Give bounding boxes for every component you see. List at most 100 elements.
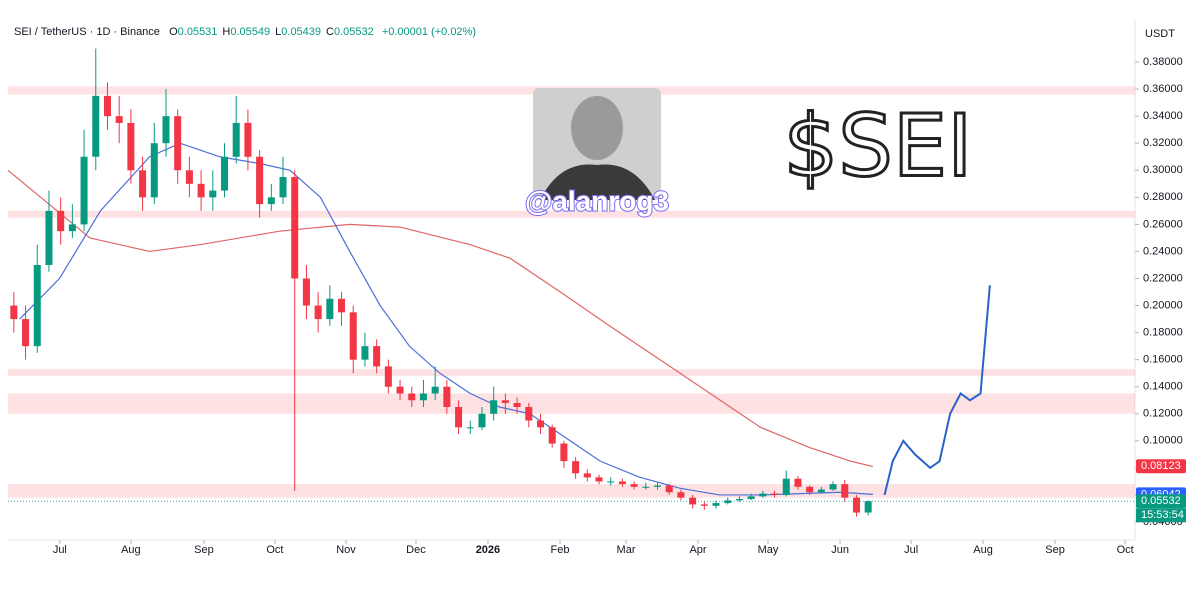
ohlc-value: 0.05532 [333,26,374,38]
ohlc-key: O [169,26,178,38]
candle-body [57,210,65,232]
ohlc-key: L [275,26,282,38]
candle-body [279,177,287,198]
x-tick-label: Sep [194,544,214,556]
candle-body [712,503,720,506]
candle-body [314,305,322,320]
candle-body [455,407,463,428]
candle-body [677,492,685,498]
candle-body [326,298,334,320]
candle-body [408,393,416,401]
candle-body [68,224,76,232]
ohlc-value: 0.05549 [230,26,271,38]
candle-body [759,493,767,497]
x-tick-label: Aug [121,544,141,556]
y-tick-label: 0.20000 [1143,299,1183,311]
x-tick-label: Feb [551,544,570,556]
candle-body [162,116,170,144]
candle-body [361,346,369,360]
candle-body [466,427,474,429]
change: +0.00001 (+0.02%) [381,26,476,38]
candle-body [501,400,509,403]
zone [8,210,1135,218]
candle-body [771,493,779,495]
x-tick-label: Jul [904,544,918,556]
candle-body [396,386,404,394]
x-tick-label: Sep [1045,544,1065,556]
y-tick-label: 0.32000 [1143,137,1183,149]
price-tag-label: 0.05532 [1141,495,1181,507]
candle-body [349,312,357,360]
candle-body [700,504,708,506]
candle-body [256,156,264,205]
candle-body [817,489,825,493]
candle-body [618,481,626,485]
ohlc-value: 0.05531 [177,26,218,38]
candle-body [209,190,217,198]
candle-body [689,497,697,505]
ohlc-key: C [326,26,334,38]
candle-body [185,170,193,184]
y-tick-label: 0.36000 [1143,83,1183,95]
candle-body [630,484,638,487]
candle-body [384,366,392,387]
candle-body [525,407,533,421]
candle-body [724,500,732,504]
symbol: SEI / TetherUS · 1D · Binance [14,26,160,38]
candle-body [536,420,544,428]
zone [8,484,1135,498]
y-tick-label: 0.18000 [1143,327,1183,339]
candle-body [197,183,205,198]
candle-body [92,95,100,157]
x-tick-label: Nov [336,544,356,556]
candle-body [150,143,158,198]
x-tick-label: Apr [689,544,706,556]
candle-body [139,170,147,198]
candle-body [806,486,814,493]
candle-body [115,116,123,123]
candle-body [852,497,860,513]
x-tick-label: Dec [406,544,426,556]
candle-body [291,177,299,279]
candle-body [244,122,252,157]
legend-header: SEI / TetherUS · 1D · Binance O0.05531 H0… [14,26,481,38]
candle-body [841,484,849,498]
candle-body [232,122,240,157]
candle-body [431,386,439,394]
candle-body [22,319,30,347]
ohlc-value: 0.05439 [281,26,322,38]
y-tick-label: 0.16000 [1143,354,1183,366]
candle-body [80,156,88,225]
x-tick-label: Oct [266,544,283,556]
candle-body [478,413,486,428]
x-tick-label: 2026 [476,544,500,556]
y-tick-label: 0.26000 [1143,218,1183,230]
candle-body [583,473,591,478]
price-tag [1136,494,1186,509]
x-tick-label: Aug [973,544,993,556]
candle-body [127,122,135,171]
countdown: 15:53:54 [1141,509,1184,521]
candle-body [642,486,650,488]
candle-body [735,499,743,501]
candle-body [829,484,837,490]
big-title: $SEI [783,96,972,196]
y-tick-label: 0.22000 [1143,272,1183,284]
y-tick-label: 0.14000 [1143,381,1183,393]
candle-body [302,278,310,306]
candle-body [33,264,41,347]
zone [8,369,1135,376]
y-tick-label: 0.34000 [1143,110,1183,122]
candle-body [443,386,451,408]
ohlc: O0.05531 H0.05549 L0.05439 C0.05532 [169,26,379,38]
y-tick-label: 0.28000 [1143,191,1183,203]
watermark: @alanrog3 [525,185,669,216]
x-tick-label: May [758,544,779,556]
zone [8,393,1135,414]
y-tick-label: 0.38000 [1143,56,1183,68]
y-axis-unit: USDT [1145,28,1175,40]
y-tick-label: 0.10000 [1143,435,1183,447]
candle-body [513,402,521,408]
candle-body [490,400,498,414]
